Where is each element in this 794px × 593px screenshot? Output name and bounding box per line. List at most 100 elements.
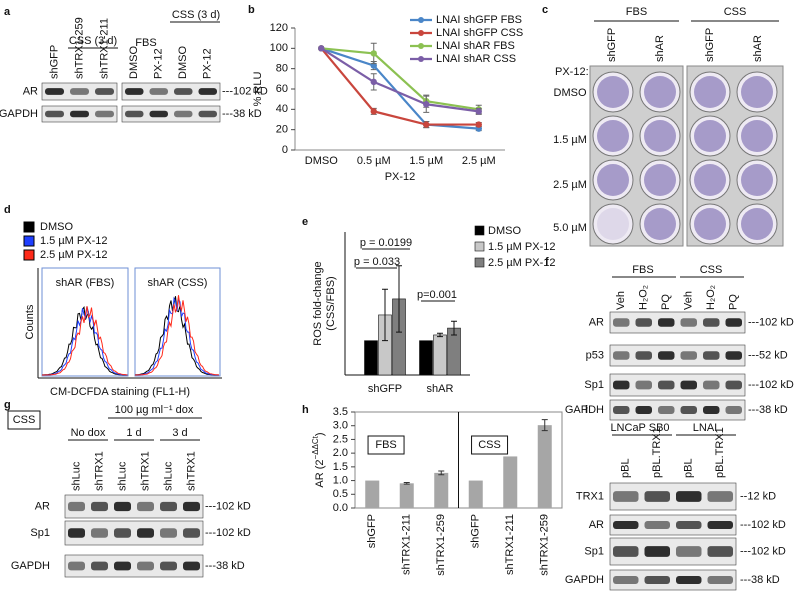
row-label: AR [589, 316, 604, 328]
blot-band [91, 501, 108, 512]
stain [644, 164, 676, 196]
row-label: Sp1 [584, 545, 604, 557]
group-label: FBS [135, 37, 156, 49]
blot-band [613, 406, 630, 414]
stain [597, 76, 629, 108]
blot-band [725, 351, 742, 360]
group-label: No dox [71, 427, 106, 439]
x-tick-label: 1.5 µM [409, 155, 443, 167]
bar [503, 456, 518, 508]
blot-band [613, 521, 639, 529]
blot-band [635, 318, 652, 327]
blot-band [658, 318, 675, 327]
legend-swatch [23, 235, 35, 247]
annotation: p=0.001 [417, 289, 457, 301]
axis-label: % RLU [252, 72, 264, 107]
lane-label: shGFP [606, 28, 618, 62]
blot-band [707, 521, 733, 529]
stain [694, 208, 726, 240]
blot-background [121, 105, 221, 123]
annotation: p = 0.033 [354, 256, 400, 268]
row-label: GAPDH [0, 108, 38, 120]
x-tick-label: shTRX1-259 [435, 514, 447, 576]
x-tick-label: 0.5 µM [357, 155, 391, 167]
error-bar [396, 265, 402, 333]
y-tick-label: 40 [276, 103, 288, 115]
stain [694, 76, 726, 108]
lane-label: pBL.TRX1 [651, 427, 663, 478]
legend-swatch [474, 225, 485, 236]
blot-band [703, 318, 720, 327]
blot-band [174, 88, 193, 95]
lane-label: pBL [683, 458, 695, 478]
blot-band [703, 380, 720, 390]
error-bar [541, 419, 548, 432]
size-label: ---102 kD [740, 519, 786, 531]
blot-band [613, 576, 639, 584]
panel-letter: c [542, 4, 548, 16]
error-bar [451, 320, 457, 336]
blot-band [95, 88, 114, 95]
blot-background [609, 344, 746, 367]
panel-letter: g [4, 399, 11, 411]
group-label: FBS [632, 264, 653, 276]
point [423, 101, 430, 108]
axis-label: ROS fold-change [312, 261, 324, 345]
lane-label: PQ [728, 294, 740, 310]
row-label: AR [589, 519, 604, 531]
point [475, 121, 482, 128]
size-label: ---38 kD [748, 404, 788, 416]
blot-band [707, 491, 733, 502]
group-label: CSS [478, 439, 501, 451]
group-label: CSS [724, 6, 747, 18]
well [592, 203, 634, 245]
blot-band [644, 546, 670, 557]
blot-band [613, 380, 630, 390]
group-label: CSS [700, 264, 723, 276]
size-label: --12 kD [740, 490, 776, 502]
histogram-box [41, 267, 129, 377]
blot-band [658, 351, 675, 360]
panel-letter: i [585, 404, 588, 416]
lane-label: DMSO [128, 46, 140, 79]
legend-label: DMSO [40, 221, 73, 233]
blot-band [183, 528, 200, 538]
lane-label: pBL [620, 458, 632, 478]
error-bar [438, 470, 445, 476]
blot-band [149, 110, 168, 118]
y-tick-label: 120 [270, 22, 288, 34]
size-label: ---102 kD [748, 379, 794, 391]
blot-band [68, 561, 85, 571]
blot-background [609, 514, 737, 536]
blot-band [149, 88, 168, 95]
legend-label: 1.5 µM PX-12 [40, 235, 107, 247]
annotation: p = 0.0199 [360, 237, 412, 249]
blot-band [114, 561, 131, 571]
lane-label: shGFP [704, 28, 716, 62]
blot-background [64, 494, 204, 519]
size-label: ---102 kD [205, 500, 251, 512]
bar [434, 472, 449, 508]
row-label: DMSO [554, 87, 587, 99]
blot-band [680, 351, 697, 360]
lane-label: DMSO [177, 46, 189, 79]
lane-label: H₂O₂ [705, 285, 717, 310]
blot-band [613, 351, 630, 360]
blot-band [125, 88, 144, 95]
y-tick-label: 0 [282, 144, 288, 156]
blot-band [635, 406, 652, 414]
histogram-curve [135, 296, 220, 376]
blot-band [707, 576, 733, 584]
blot-band [680, 406, 697, 414]
blot-band [635, 351, 652, 360]
axis-label-part: −ΔΔCt [311, 435, 320, 459]
row-label: 2.5 µM [553, 179, 587, 191]
blot-band [114, 528, 131, 538]
y-tick-label: 1.5 [333, 461, 348, 473]
lane-label: Veh [615, 291, 627, 310]
series-line [320, 47, 479, 130]
blot-band [658, 406, 675, 414]
panel-letter: d [4, 204, 11, 216]
stain [741, 164, 773, 196]
blot-band [613, 546, 639, 557]
